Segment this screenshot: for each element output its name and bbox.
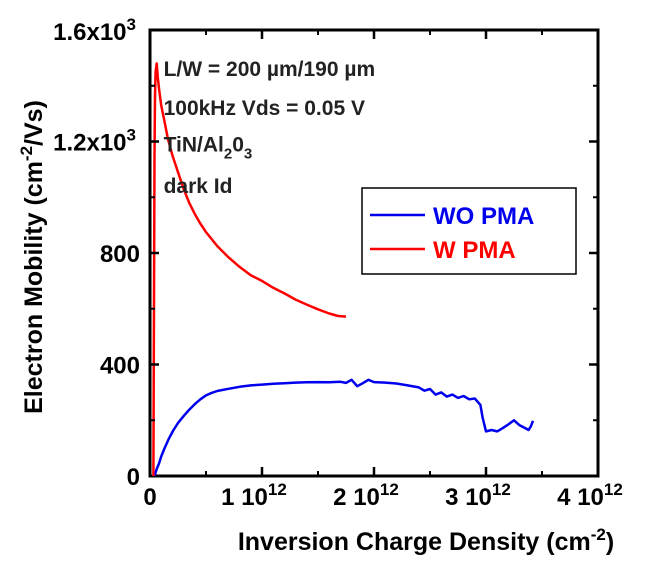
x-tick-label: 0	[143, 484, 156, 511]
x-tick-label: 1 1012	[221, 480, 287, 511]
y-axis-title: Electron Mobility (cm-2/Vs)	[17, 100, 48, 414]
y-tick-label: 1.2x103	[53, 126, 136, 157]
legend-label-1: WO PMA	[433, 203, 534, 230]
legend-label-2: W PMA	[433, 237, 516, 264]
x-tick-label: 2 1012	[333, 480, 399, 511]
series-layer	[152, 62, 535, 477]
x-tick-label: 3 1012	[445, 480, 511, 511]
axis-titles: Inversion Charge Density (cm-2) Electron …	[17, 100, 614, 556]
y-tick-label: 800	[100, 241, 140, 268]
x-axis-title: Inversion Charge Density (cm-2)	[238, 525, 614, 556]
legend: WO PMA W PMA	[361, 187, 577, 275]
annotation-layer: L/W = 200 µm/190 µm 100kHz Vds = 0.05 V Ti…	[164, 58, 376, 198]
y-tick-label: 400	[100, 353, 140, 380]
legend-box	[361, 187, 577, 275]
annotation-line-2: 100kHz Vds = 0.05 V	[164, 97, 365, 120]
y-tick-label: 0	[127, 464, 140, 491]
annotation-line-3: TiN/Al203	[164, 133, 253, 162]
series-line-wo-pma	[153, 378, 535, 477]
annotation-line-4: dark Id	[164, 175, 233, 198]
annotation-line-1: L/W = 200 µm/190 µm	[164, 58, 376, 81]
series-line-w-pma	[152, 62, 347, 477]
y-tick-label: 1.6x103	[53, 15, 136, 46]
x-tick-label: 4 1012	[557, 480, 623, 511]
tick-layer: 0 1 1012 2 1012 3 1012 4 1012 0 400 800 1.2x103 1…	[53, 15, 623, 511]
